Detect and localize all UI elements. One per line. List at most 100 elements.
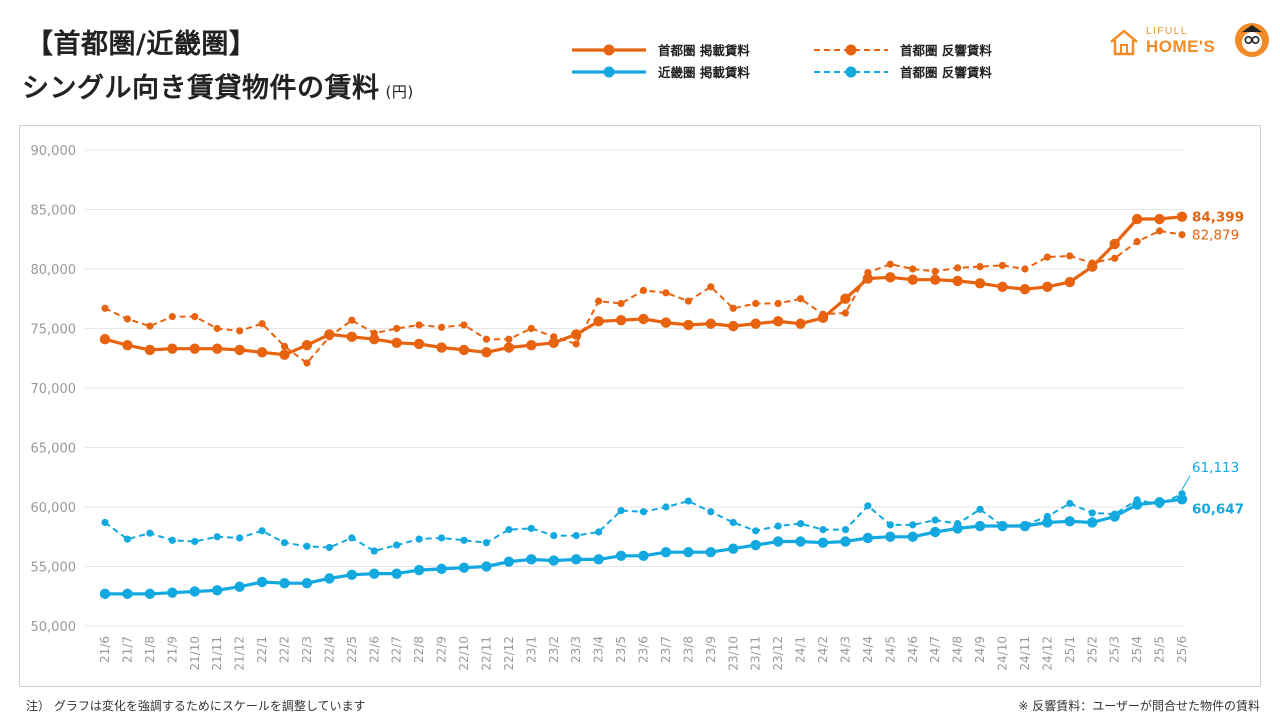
data-point: [1111, 254, 1119, 262]
x-tick-label: 21/12: [233, 636, 247, 671]
data-point: [639, 508, 648, 516]
data-point: [279, 577, 290, 589]
legend-item-kinki-listing: 近畿圏 掲載賃料: [570, 62, 750, 81]
data-point: [436, 342, 447, 353]
data-point: [123, 535, 132, 543]
data-point: [346, 331, 358, 343]
x-tick-label: 22/1: [255, 636, 269, 663]
data-point: [750, 318, 761, 329]
end-value-label: 61,113: [1192, 460, 1239, 476]
y-tick-label: 50,000: [31, 620, 77, 635]
data-point: [750, 539, 761, 551]
data-point: [191, 537, 199, 546]
data-point: [1178, 231, 1186, 239]
data-point: [954, 264, 962, 272]
data-point: [413, 338, 425, 350]
x-tick-label: 25/5: [1153, 636, 1167, 663]
data-point: [1087, 517, 1098, 528]
logo-main-text: HOME'S: [1146, 37, 1216, 56]
data-point: [548, 337, 559, 348]
data-point: [817, 537, 829, 548]
data-point: [1133, 238, 1141, 246]
data-point: [886, 260, 894, 268]
data-point: [795, 318, 806, 329]
data-point: [1109, 238, 1120, 250]
data-point: [189, 343, 200, 354]
legend-label: 近畿圏 掲載賃料: [658, 65, 750, 80]
data-point: [617, 506, 625, 515]
x-tick-label: 24/2: [816, 636, 830, 663]
chart-legend: 首都圏 掲載賃料 近畿圏 掲載賃料 首都圏 反響賃料 首都圏 反響賃料: [570, 40, 1030, 84]
data-point: [705, 547, 717, 558]
data-point: [324, 329, 335, 340]
data-point: [279, 349, 290, 360]
data-point: [572, 340, 580, 348]
data-point: [391, 337, 402, 348]
data-point: [393, 541, 401, 549]
data-point: [256, 576, 268, 588]
x-tick-label: 21/10: [188, 636, 202, 671]
data-point: [705, 318, 717, 329]
data-point: [728, 320, 739, 332]
data-point: [460, 536, 468, 544]
x-tick-label: 22/10: [457, 636, 471, 671]
data-point: [772, 536, 784, 547]
data-point: [707, 508, 715, 516]
data-point: [458, 562, 470, 573]
y-tick-label: 75,000: [31, 323, 77, 338]
y-tick-label: 60,000: [31, 501, 77, 516]
x-tick-label: 21/9: [165, 636, 179, 663]
data-point: [929, 526, 941, 538]
footnote-scale: 注） グラフは変化を強調するためにスケールを調整しています: [26, 699, 366, 713]
x-tick-label: 21/7: [120, 636, 134, 663]
data-point: [1088, 509, 1096, 517]
data-point: [909, 521, 917, 529]
data-point: [144, 344, 156, 356]
data-point: [213, 533, 221, 541]
data-point: [1155, 227, 1164, 235]
data-point: [1042, 281, 1053, 293]
series-line: [104, 215, 1183, 357]
data-point: [615, 550, 627, 561]
data-point: [1021, 265, 1029, 273]
data-point: [413, 564, 425, 576]
data-point: [370, 547, 378, 555]
data-point: [841, 526, 850, 534]
data-point: [729, 304, 737, 312]
data-point: [615, 314, 627, 326]
data-point: [1176, 494, 1188, 505]
data-point: [595, 297, 603, 305]
data-point: [123, 315, 132, 323]
data-point: [976, 505, 984, 513]
house-icon: [1110, 29, 1138, 56]
y-tick-label: 85,000: [31, 204, 77, 219]
data-point: [301, 577, 313, 589]
data-point: [707, 283, 715, 291]
data-point: [1176, 211, 1188, 222]
data-point: [191, 313, 199, 321]
unit-label: (円): [385, 83, 414, 101]
x-tick-label: 24/4: [861, 636, 875, 663]
x-tick-label: 25/2: [1085, 636, 1099, 663]
data-point: [505, 335, 513, 343]
line-chart: 50,000 55,000 60,000 65,000 70,000 75,000 80,0…: [31, 144, 1245, 671]
data-point: [258, 320, 266, 328]
label-leader-line: [1181, 475, 1191, 491]
data-point: [437, 534, 446, 542]
x-tick-label: 23/8: [681, 636, 695, 663]
legend-label: 首都圏 反響賃料: [900, 65, 992, 80]
data-point: [660, 547, 672, 558]
data-point: [684, 497, 692, 505]
data-point: [258, 527, 266, 535]
data-point: [862, 532, 874, 544]
data-point: [393, 324, 401, 333]
data-point: [211, 343, 223, 354]
data-point: [101, 518, 109, 527]
data-point: [324, 573, 335, 584]
data-point: [481, 561, 492, 572]
data-point: [505, 526, 513, 534]
data-point: [482, 539, 491, 547]
homes-mascot-icon: [1235, 23, 1269, 57]
footnote-inquiry-definition: ※ 反響賃料：ユーザーが問合せた物件の賃料: [1018, 699, 1260, 713]
legend-swatch-dashed-blue: [814, 66, 888, 77]
